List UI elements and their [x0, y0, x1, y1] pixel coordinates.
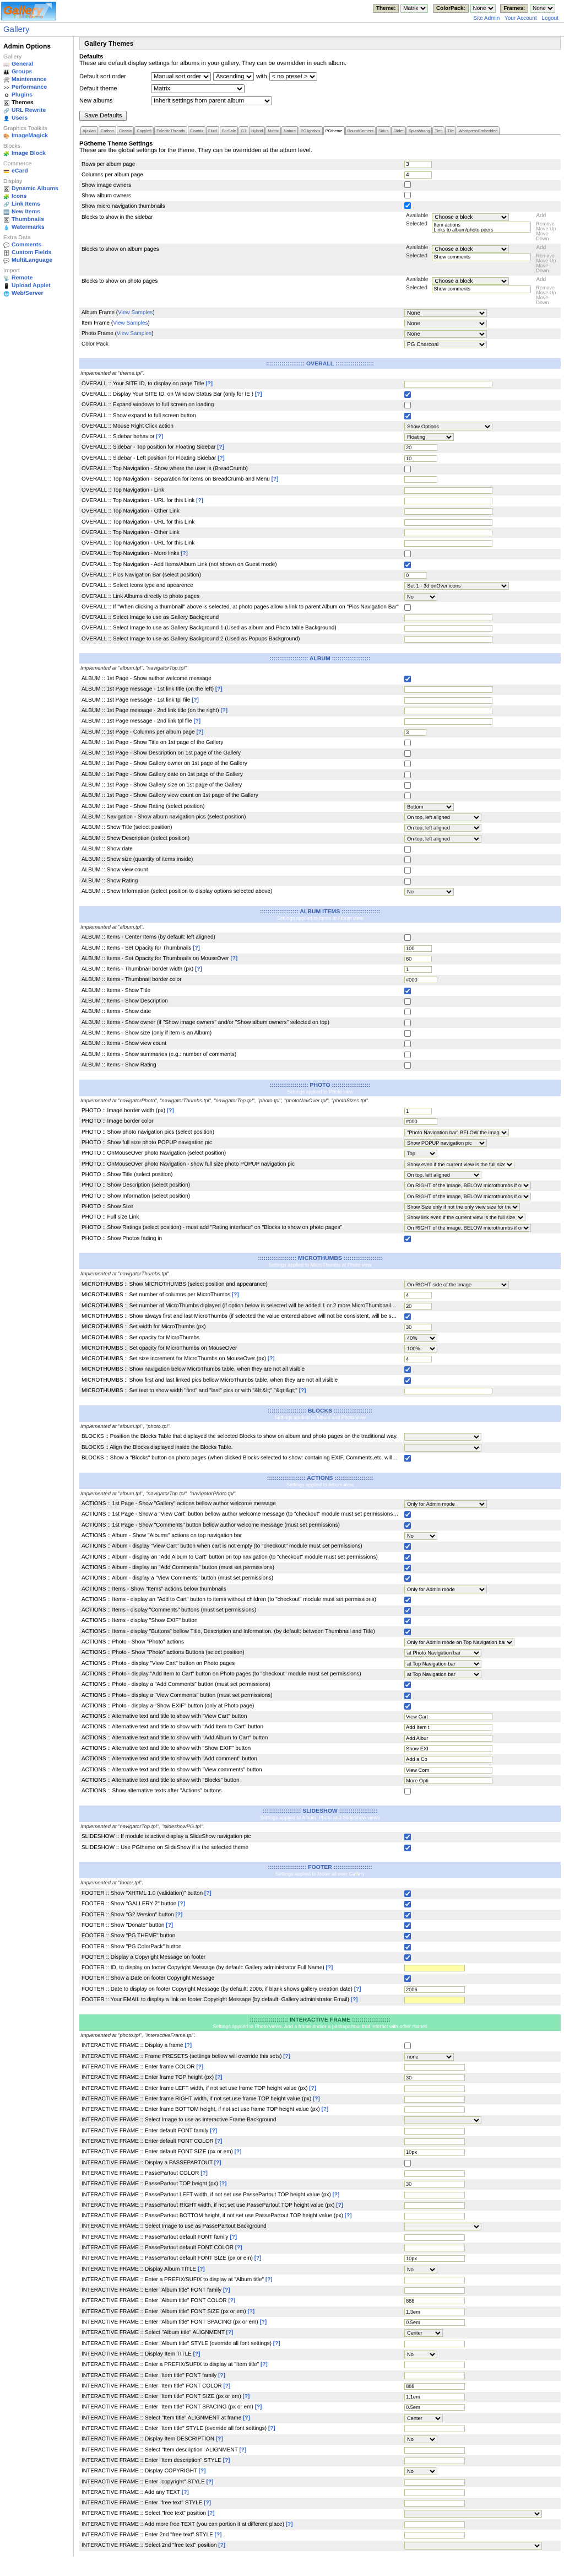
svg-text:e: e — [26, 14, 29, 19]
svg-text:m: m — [21, 14, 26, 19]
